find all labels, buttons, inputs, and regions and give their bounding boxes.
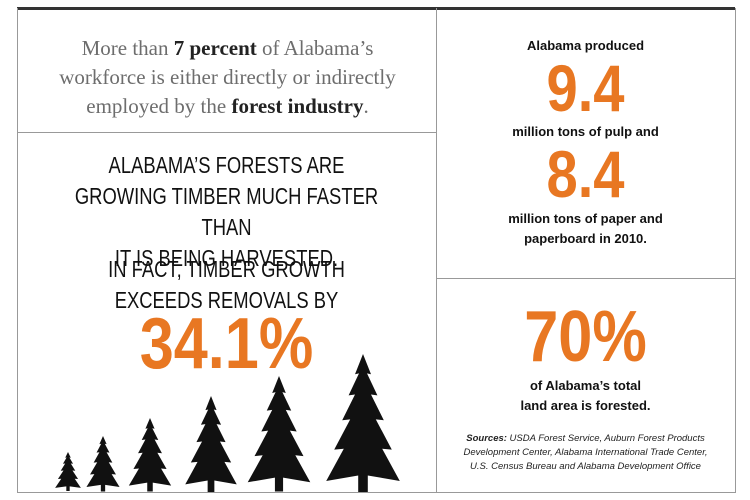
left-divider bbox=[17, 132, 436, 133]
text-line: U.S. Census Bureau and Alabama Developme… bbox=[470, 461, 701, 472]
center-rule bbox=[436, 8, 437, 493]
top-rule bbox=[17, 7, 735, 10]
left-rule bbox=[17, 8, 18, 493]
text-line: land area is forested. bbox=[520, 398, 651, 413]
text-line: EXCEEDS REMOVALS BY bbox=[114, 287, 339, 313]
tree bbox=[55, 452, 81, 491]
highlight: forest industry bbox=[231, 94, 364, 118]
text-line: million tons of paper and bbox=[508, 211, 663, 226]
tree bbox=[185, 396, 237, 492]
pulp-figure: 9.4 bbox=[546, 51, 625, 125]
tree bbox=[86, 436, 120, 492]
forested-figure: 70% bbox=[524, 297, 647, 377]
right-divider bbox=[436, 278, 735, 279]
text-line: paperboard in 2010. bbox=[524, 231, 647, 246]
text-line: ALABAMA’S FORESTS ARE bbox=[108, 152, 345, 178]
text-line: GROWING TIMBER MUCH FASTER THAN bbox=[74, 183, 379, 240]
text-line: Sources: USDA Forest Service, Auburn For… bbox=[436, 432, 735, 446]
text-line: Development Center, Alabama Internationa… bbox=[463, 447, 708, 458]
text: . bbox=[363, 94, 369, 118]
text: More than bbox=[81, 36, 174, 60]
text-line: IN FACT, TIMBER GROWTH bbox=[108, 256, 345, 282]
tree bbox=[247, 376, 311, 492]
paper-text: million tons of paper and paperboard in … bbox=[436, 209, 735, 249]
tree bbox=[128, 418, 172, 492]
growth-lead: IN FACT, TIMBER GROWTH EXCEEDS REMOVALS … bbox=[59, 254, 394, 316]
production-lead: Alabama produced bbox=[526, 38, 645, 53]
sources: Sources: USDA Forest Service, Auburn For… bbox=[436, 432, 735, 474]
text: of Alabama’s workforce is either directl… bbox=[59, 36, 396, 118]
tree bbox=[326, 354, 400, 492]
growth-statement: ALABAMA’S FORESTS ARE GROWING TIMBER MUC… bbox=[59, 150, 394, 274]
intro-text: More than 7 percent of Alabama’s workfor… bbox=[40, 34, 415, 121]
highlight: 7 percent bbox=[173, 36, 257, 60]
trees bbox=[55, 354, 400, 492]
growth-figure: 34.1% bbox=[139, 304, 314, 384]
paper-figure: 8.4 bbox=[546, 137, 625, 211]
text-line: IT IS BEING HARVESTED. bbox=[114, 245, 339, 271]
forested-text: of Alabama’s total land area is forested… bbox=[436, 376, 735, 416]
sources-label: Sources: bbox=[466, 433, 507, 444]
text-line: of Alabama’s total bbox=[529, 378, 641, 393]
text: USDA Forest Service, Auburn Forest Produ… bbox=[506, 433, 705, 444]
bottom-rule bbox=[17, 492, 736, 493]
pulp-text: million tons of pulp and bbox=[512, 124, 659, 139]
right-rule bbox=[735, 8, 736, 493]
